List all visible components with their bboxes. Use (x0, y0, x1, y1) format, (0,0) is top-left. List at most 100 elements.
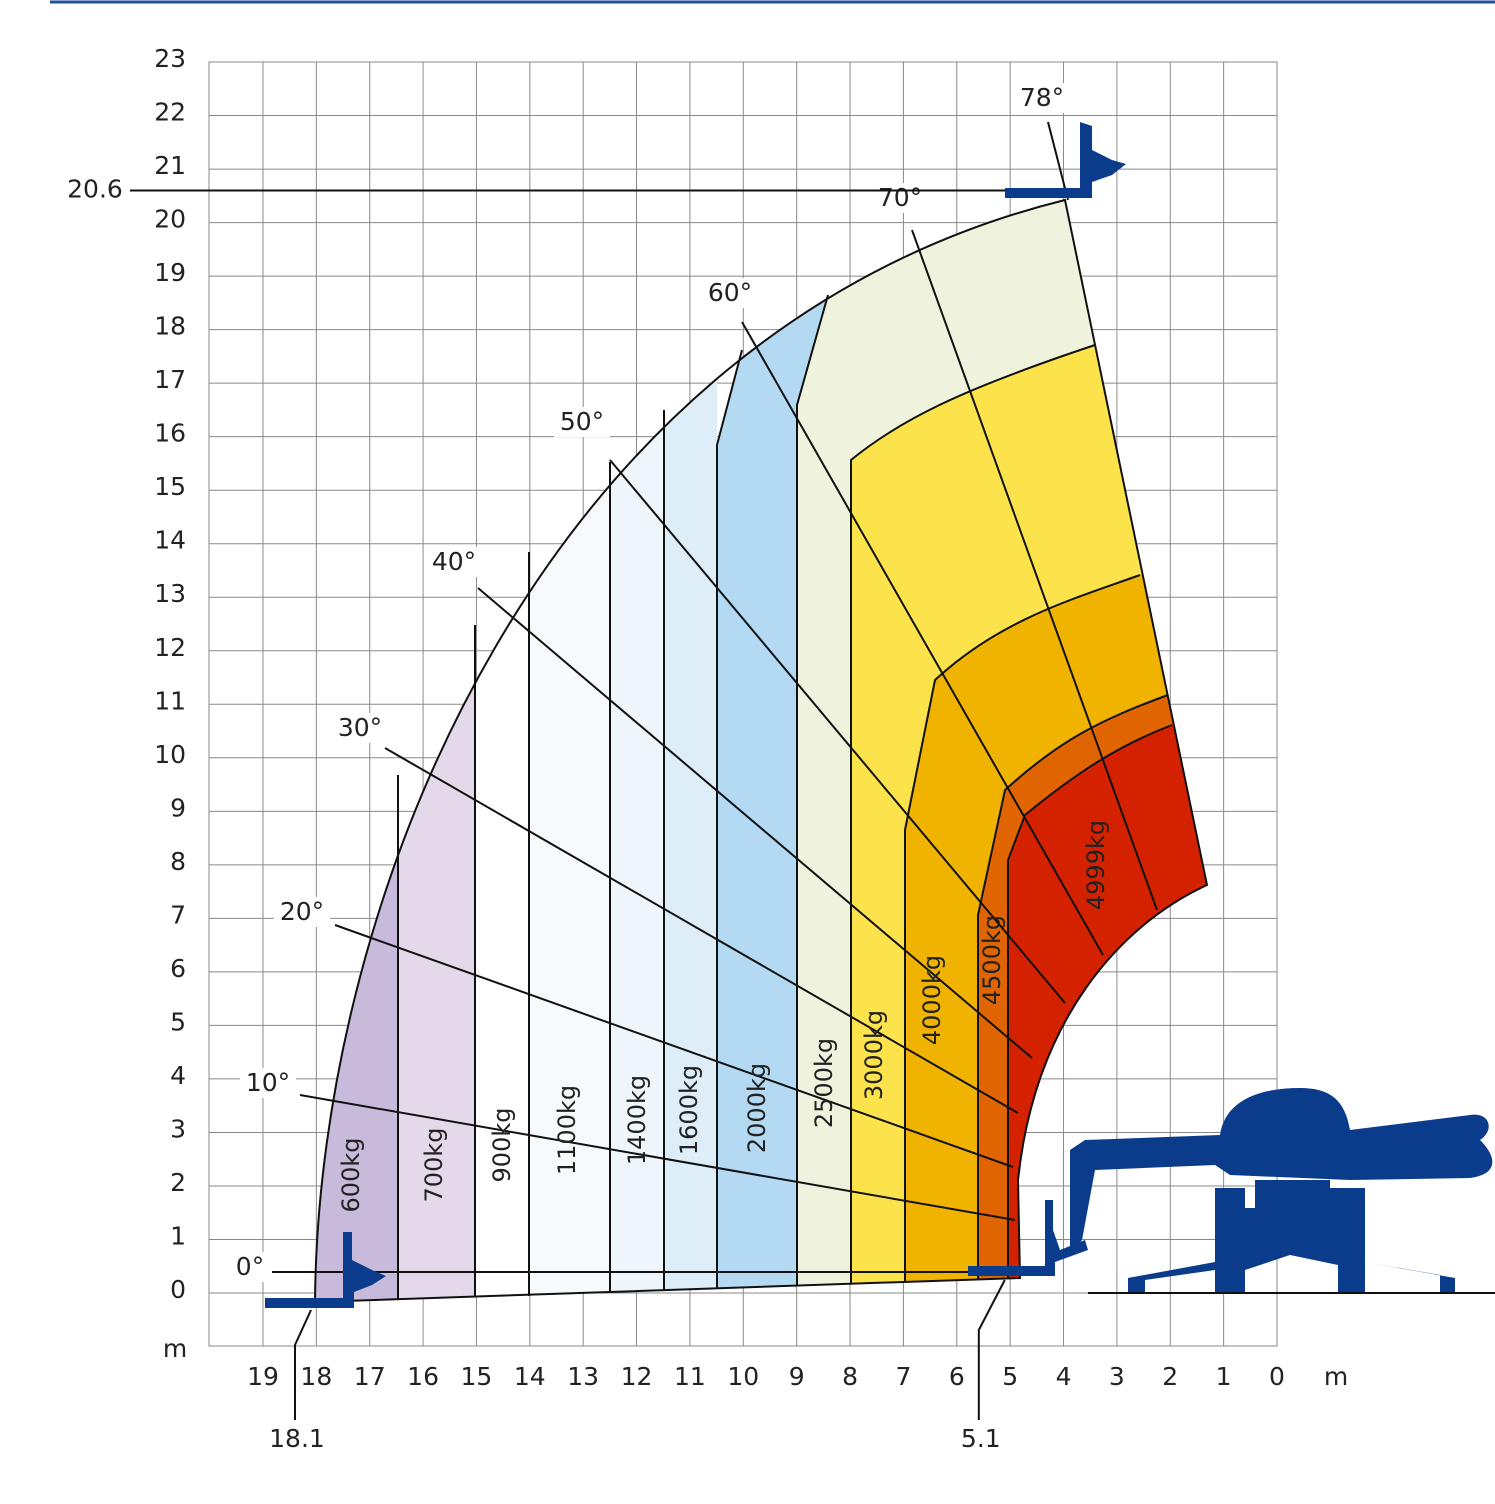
x-tick-label: 17 (354, 1362, 386, 1391)
x-tick-label: 4 (1056, 1362, 1072, 1391)
label-bg (228, 1252, 272, 1282)
dimension-line (977, 1279, 1006, 1420)
angle-label: 60° (708, 278, 752, 307)
y-tick-label: 3 (170, 1114, 186, 1143)
x-tick-label: 9 (789, 1362, 805, 1391)
label-bg (554, 407, 610, 437)
x-tick-label: 1 (1216, 1362, 1232, 1391)
x-tick-label: 18 (300, 1362, 332, 1391)
x-tick-label: 13 (567, 1362, 599, 1391)
y-tick-label: 19 (154, 258, 186, 287)
y-tick-label: 12 (154, 633, 186, 662)
x-tick-label: 5 (1002, 1362, 1018, 1391)
dimension-label: 5.1 (961, 1424, 1001, 1453)
axes: m m 012345678910111213141516171819202122… (154, 44, 1348, 1391)
angle-line (1047, 121, 1069, 201)
load-label: 4000kg (918, 955, 946, 1045)
dimensions: 20.6 18.1 5.1 (67, 174, 1006, 1453)
x-tick-label: 10 (727, 1362, 759, 1391)
load-label: 2500kg (810, 1038, 838, 1128)
y-tick-label: 1 (170, 1221, 186, 1250)
load-label: 1600kg (675, 1065, 703, 1155)
zone-border (716, 349, 743, 1289)
angle-line (911, 229, 1158, 911)
load-label: 700kg (420, 1128, 448, 1203)
load-label: 4500kg (978, 915, 1006, 1005)
x-tick-label: 6 (949, 1362, 965, 1391)
y-tick-label: 23 (154, 44, 186, 73)
angle-label: 70° (878, 183, 922, 212)
dimension-label: 18.1 (269, 1424, 325, 1453)
y-tick-label: 0 (170, 1275, 186, 1304)
y-tick-label: 20 (154, 205, 186, 234)
load-label: 1100kg (553, 1085, 581, 1175)
load-labels: 600kg 700kg 900kg 1100kg 1400kg 1600kg 2… (337, 820, 1110, 1213)
x-tick-label: 2 (1162, 1362, 1178, 1391)
y-tick-label: 4 (170, 1061, 186, 1090)
zone-border (796, 294, 829, 1286)
label-bg (702, 278, 758, 308)
y-tick-label: 17 (154, 365, 186, 394)
label-bg (872, 183, 928, 213)
label-bg (1014, 83, 1070, 113)
load-label: 600kg (337, 1138, 365, 1213)
load-label: 4999kg (1082, 820, 1110, 910)
x-tick-label: 8 (842, 1362, 858, 1391)
angle-line (609, 459, 1066, 1004)
label-bg (240, 1068, 296, 1098)
envelope (313, 198, 1209, 1304)
zone-border (977, 694, 1169, 1280)
x-axis-unit: m (1324, 1362, 1348, 1391)
zone-border (850, 344, 1096, 1284)
x-tick-label: 3 (1109, 1362, 1125, 1391)
x-tick-label: 12 (621, 1362, 653, 1391)
angle-label: 10° (246, 1068, 290, 1097)
y-tick-label: 22 (154, 98, 186, 127)
y-tick-label: 2 (170, 1168, 186, 1197)
x-tick-label: 11 (674, 1362, 706, 1391)
label-bg (274, 897, 330, 927)
angle-line (334, 924, 1014, 1168)
x-tick-label: 16 (407, 1362, 439, 1391)
forks-far (265, 1232, 386, 1308)
dimension-label: 20.6 (67, 174, 123, 203)
load-label: 900kg (488, 1108, 516, 1183)
angle-label: 50° (560, 407, 604, 436)
x-tick-label: 0 (1269, 1362, 1285, 1391)
y-tick-label: 11 (154, 686, 186, 715)
zone-border (904, 574, 1141, 1282)
machine (265, 122, 1495, 1308)
y-tick-label: 8 (170, 847, 186, 876)
angle-label: 30° (338, 713, 382, 742)
y-axis-unit: m (163, 1334, 187, 1363)
angle-label: 40° (432, 547, 476, 576)
y-tick-label: 7 (170, 900, 186, 929)
y-tick-label: 5 (170, 1007, 186, 1036)
y-tick-label: 18 (154, 312, 186, 341)
angle-lines (265, 121, 1158, 1273)
y-tick-label: 15 (154, 472, 186, 501)
x-tick-label: 15 (461, 1362, 493, 1391)
load-label: 1400kg (623, 1075, 651, 1165)
label-bg (426, 547, 482, 577)
x-tick-label: 19 (247, 1362, 279, 1391)
zone-borders (313, 198, 1209, 1304)
forks-low (968, 1200, 1088, 1276)
load-label: 3000kg (860, 1010, 888, 1100)
angle-label: 78° (1020, 83, 1064, 112)
y-tick-label: 14 (154, 526, 186, 555)
angle-line (384, 747, 1019, 1114)
y-tick-label: 16 (154, 419, 186, 448)
y-tick-label: 9 (170, 793, 186, 822)
angle-line (741, 321, 1104, 956)
label-bg (332, 713, 388, 743)
dimension-line (294, 1309, 312, 1420)
forks-top (1005, 122, 1126, 198)
zone-border (1007, 724, 1173, 1279)
angle-line (299, 1094, 1016, 1221)
angle-label: 20° (280, 897, 324, 926)
y-tick-label: 6 (170, 954, 186, 983)
x-tick-label: 7 (895, 1362, 911, 1391)
y-tick-label: 13 (154, 579, 186, 608)
